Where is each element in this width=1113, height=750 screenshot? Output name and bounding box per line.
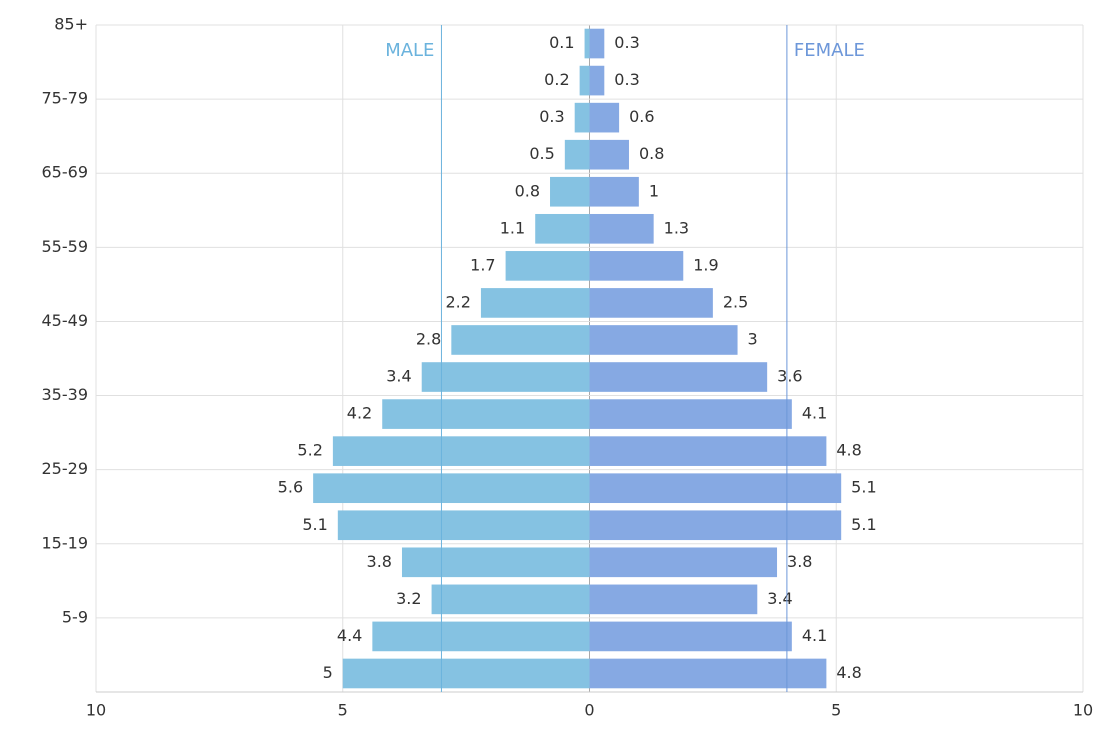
y-tick-label: 85+: [54, 15, 88, 34]
value-label: 0.3: [539, 107, 564, 126]
value-label: 4.8: [836, 663, 861, 682]
y-tick-label: 25-29: [42, 459, 89, 478]
value-label: 1.9: [693, 255, 718, 274]
value-label: 0.3: [614, 33, 639, 52]
bar: [589, 621, 792, 652]
value-label: 1.3: [664, 218, 689, 237]
bar: [313, 473, 590, 504]
bar: [589, 28, 605, 59]
legend-label: MALE: [385, 40, 434, 61]
value-label: 4.8: [836, 441, 861, 460]
bar: [589, 510, 842, 541]
bar: [342, 658, 590, 689]
value-label: 3.2: [396, 589, 421, 608]
value-label: 0.6: [629, 107, 654, 126]
value-label: 0.3: [614, 70, 639, 89]
value-label: 2.2: [445, 292, 470, 311]
value-label: 1.1: [500, 218, 525, 237]
bar: [589, 658, 827, 689]
bar: [589, 325, 738, 355]
y-tick-label: 35-39: [42, 385, 89, 404]
bar: [401, 547, 590, 578]
value-label: 0.1: [549, 33, 574, 52]
value-label: 4.1: [802, 626, 827, 645]
bar: [564, 139, 590, 170]
bar: [589, 436, 827, 466]
bar: [382, 399, 590, 429]
bar: [589, 547, 778, 578]
bar: [589, 399, 792, 429]
y-tick-label: 55-59: [42, 237, 89, 256]
bar: [337, 510, 590, 541]
legend-label: FEMALE: [794, 40, 865, 61]
bar: [451, 325, 590, 355]
x-tick-label: 0: [584, 701, 594, 720]
x-tick-label: 10: [86, 701, 106, 720]
bar: [574, 102, 590, 133]
value-label: 3.8: [787, 552, 812, 571]
bar: [480, 288, 590, 318]
value-label: 4.4: [337, 626, 362, 645]
y-tick-label: 5-9: [62, 607, 88, 626]
value-label: 3.4: [767, 589, 792, 608]
y-tick-label: 45-49: [42, 311, 89, 330]
bar: [589, 584, 758, 615]
y-tick-label: 15-19: [42, 533, 89, 552]
bar: [584, 28, 590, 59]
bar: [332, 436, 590, 466]
bar: [589, 473, 842, 504]
bar: [589, 213, 654, 244]
value-label: 4.2: [347, 404, 372, 423]
value-label: 3.8: [367, 552, 392, 571]
value-label: 3.6: [777, 367, 802, 386]
bar: [589, 176, 639, 207]
value-label: 1.7: [470, 255, 495, 274]
bar: [431, 584, 590, 615]
value-label: 5.6: [278, 478, 303, 497]
bar: [589, 362, 768, 392]
bar: [579, 65, 590, 96]
value-label: 0.8: [515, 181, 540, 200]
x-tick-label: 10: [1073, 701, 1093, 720]
y-tick-label: 65-69: [42, 163, 89, 182]
bar: [372, 621, 590, 652]
bar: [589, 65, 605, 96]
value-label: 1: [649, 181, 659, 200]
bar: [589, 251, 684, 281]
bar: [505, 251, 590, 281]
value-label: 5.2: [297, 441, 322, 460]
value-label: 5.1: [851, 515, 876, 534]
bar: [550, 176, 590, 207]
bar: [589, 288, 713, 318]
x-tick-label: 5: [831, 701, 841, 720]
value-label: 0.8: [639, 144, 664, 163]
value-label: 0.5: [529, 144, 554, 163]
value-label: 5.1: [302, 515, 327, 534]
value-label: 2.8: [416, 329, 441, 348]
bar: [421, 362, 590, 392]
value-label: 0.2: [544, 70, 569, 89]
y-tick-label: 75-79: [42, 89, 89, 108]
x-tick-label: 5: [338, 701, 348, 720]
value-label: 5: [323, 663, 333, 682]
value-label: 4.1: [802, 404, 827, 423]
bar: [589, 139, 629, 170]
bar: [535, 213, 590, 244]
value-label: 3: [748, 329, 758, 348]
value-label: 5.1: [851, 478, 876, 497]
value-label: 3.4: [386, 367, 411, 386]
bar: [589, 102, 620, 133]
value-label: 2.5: [723, 292, 748, 311]
